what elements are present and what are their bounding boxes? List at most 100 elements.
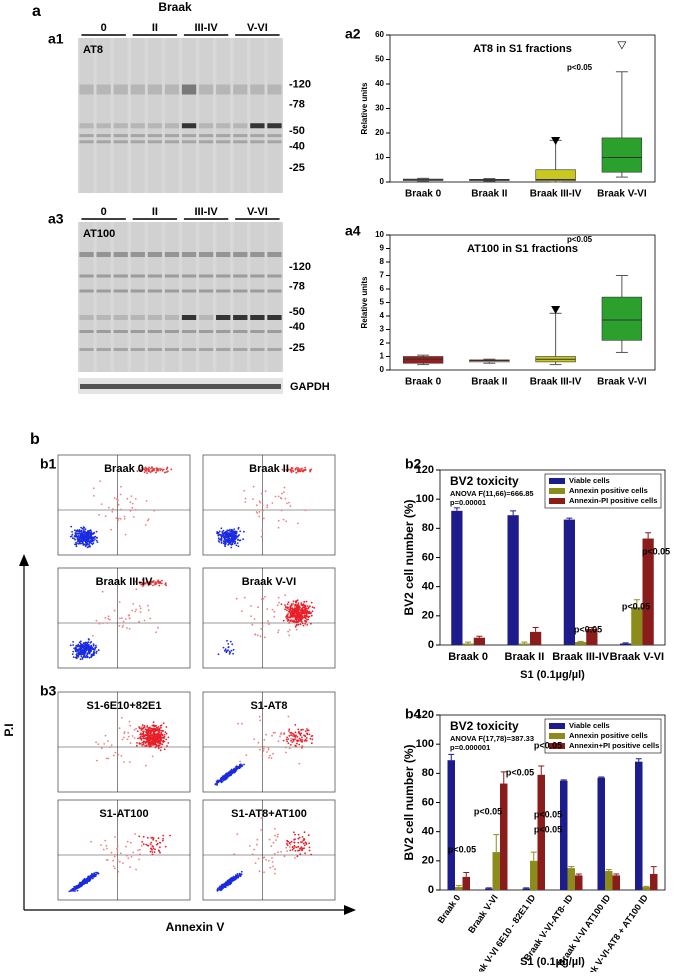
event — [76, 529, 79, 532]
event — [282, 491, 285, 494]
event — [227, 643, 230, 645]
event — [140, 744, 143, 747]
event — [147, 731, 150, 734]
event — [82, 642, 85, 644]
event — [74, 890, 76, 892]
event — [167, 470, 169, 473]
event — [236, 535, 239, 538]
error-bar — [476, 635, 483, 638]
y-tick-label: 80 — [422, 522, 434, 534]
event — [297, 469, 300, 472]
event — [167, 736, 170, 739]
event — [74, 648, 77, 651]
event — [149, 733, 152, 735]
event — [308, 849, 311, 852]
event — [274, 495, 277, 498]
event — [133, 728, 136, 731]
event — [305, 615, 308, 617]
y-tick-label: 3 — [380, 325, 385, 334]
chart-title: BV2 toxicity — [450, 719, 519, 733]
event — [124, 618, 127, 620]
event — [86, 653, 89, 656]
event — [161, 469, 164, 472]
event — [310, 601, 313, 604]
event — [225, 542, 227, 545]
blot-band — [267, 348, 282, 351]
error-bar — [455, 885, 462, 888]
event — [228, 529, 230, 532]
event — [87, 539, 90, 541]
bar — [575, 642, 587, 645]
event — [285, 846, 288, 849]
event — [151, 729, 154, 732]
blot-band — [96, 315, 111, 320]
event — [144, 466, 147, 469]
blot-band — [113, 123, 128, 129]
event — [311, 606, 314, 608]
event — [134, 610, 137, 613]
event — [217, 537, 220, 540]
event — [150, 470, 153, 472]
event — [83, 543, 85, 545]
event — [151, 845, 154, 847]
event — [292, 740, 295, 742]
x-tick-label: Braak III-IV — [530, 189, 582, 200]
event — [231, 532, 234, 534]
event — [150, 741, 153, 744]
event — [167, 742, 170, 744]
event — [268, 838, 271, 841]
legend-label: Viable cells — [569, 476, 610, 485]
event — [85, 539, 87, 541]
event — [92, 532, 95, 535]
label: b4 — [405, 706, 422, 722]
event — [77, 643, 80, 646]
event — [241, 764, 244, 766]
legend-swatch — [549, 478, 565, 484]
event — [227, 534, 230, 536]
blot-band — [198, 84, 214, 95]
marker-label: -78 — [289, 280, 305, 292]
event — [285, 520, 288, 523]
event — [87, 648, 90, 651]
event — [307, 834, 310, 837]
event — [115, 517, 118, 519]
event — [156, 468, 159, 471]
event — [309, 737, 312, 740]
event — [81, 534, 84, 537]
event — [289, 612, 292, 614]
event — [134, 580, 137, 583]
event — [304, 610, 306, 613]
event — [260, 829, 262, 831]
event — [75, 653, 78, 655]
event — [113, 609, 116, 612]
plot-title: Braak II — [249, 463, 289, 475]
event — [309, 605, 311, 608]
event — [79, 642, 82, 645]
blot-band — [96, 348, 111, 351]
event — [229, 772, 232, 774]
blot-band — [147, 330, 163, 333]
event — [293, 613, 295, 616]
event — [131, 502, 134, 505]
blot-lane — [233, 38, 248, 193]
event — [104, 515, 107, 517]
blot-band — [147, 252, 163, 257]
event — [233, 877, 235, 880]
bar — [530, 860, 538, 890]
chart-subtitle: ANOVA F(17,78)=387.33 — [450, 734, 534, 743]
plot-title: Braak V-VI — [242, 576, 296, 588]
event — [151, 853, 154, 856]
event — [136, 742, 138, 744]
event — [229, 878, 232, 880]
event — [255, 843, 258, 846]
label: b — [30, 431, 40, 448]
event — [152, 742, 155, 745]
event — [302, 608, 304, 611]
event — [300, 617, 303, 620]
event — [237, 545, 240, 548]
event — [255, 504, 258, 507]
annotation: p<0.05 — [567, 235, 593, 244]
event — [158, 584, 161, 587]
event — [233, 853, 236, 855]
event — [82, 881, 85, 884]
